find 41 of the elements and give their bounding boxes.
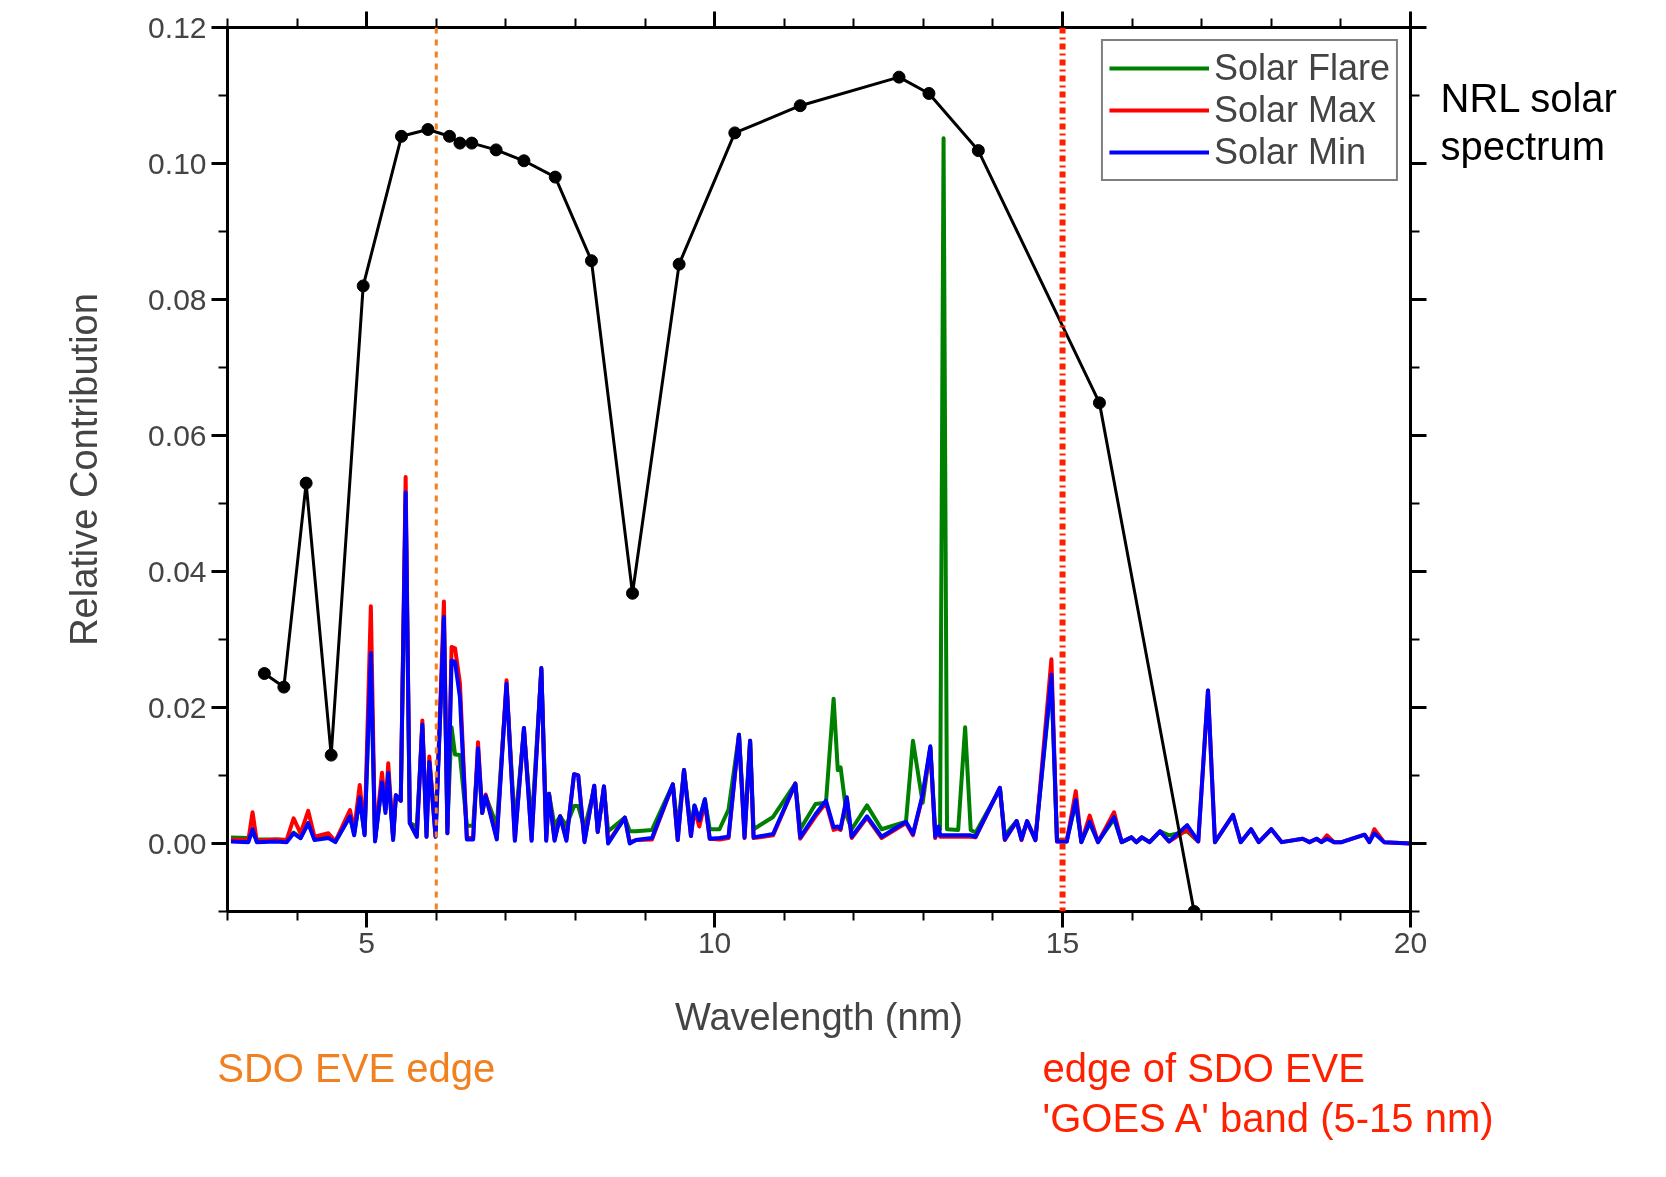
y-tick-label: 0.04	[148, 554, 207, 588]
point	[971, 144, 985, 158]
point	[626, 586, 639, 600]
point	[793, 99, 807, 113]
point	[394, 129, 408, 143]
point	[672, 257, 686, 271]
legend-label: Solar Max	[1213, 89, 1376, 131]
point	[442, 129, 456, 143]
x-tick-label: 10	[697, 925, 732, 959]
point	[517, 154, 531, 168]
point	[922, 86, 936, 100]
y-tick-label: 0.02	[148, 690, 207, 724]
point	[356, 279, 370, 293]
text: NRL solar spectrum	[1440, 76, 1617, 168]
point	[453, 136, 467, 150]
point	[299, 476, 313, 490]
point	[277, 680, 291, 694]
point	[548, 170, 562, 184]
y-tick-label: 0.00	[148, 826, 207, 860]
point	[324, 748, 338, 762]
y-axis-title: Relative Contribution	[63, 293, 106, 646]
legend-label: Solar Min	[1213, 131, 1366, 173]
point	[465, 136, 479, 150]
y-tick-label: 0.06	[148, 418, 207, 452]
ref-line-label: SDO EVE edge	[217, 1046, 496, 1090]
point	[489, 143, 503, 157]
y-tick-label: 0.08	[148, 282, 207, 316]
y-tick-label: 0.10	[148, 146, 207, 180]
point	[584, 254, 598, 268]
x-tick-label: 15	[1045, 925, 1080, 959]
x-axis-title: Wavelength (nm)	[675, 995, 963, 1038]
ref-line-label: edge of SDO EVE 'GOES A' band (5-15 nm)	[1042, 1046, 1494, 1140]
legend-label: Solar Flare	[1213, 47, 1390, 89]
x-tick-label: 5	[358, 925, 376, 959]
y-tick-label: 0.12	[148, 10, 207, 44]
point	[728, 126, 742, 140]
point	[257, 667, 271, 680]
point	[421, 123, 435, 136]
point	[892, 70, 906, 84]
x-tick-label: 20	[1393, 925, 1428, 959]
point	[1092, 396, 1106, 410]
